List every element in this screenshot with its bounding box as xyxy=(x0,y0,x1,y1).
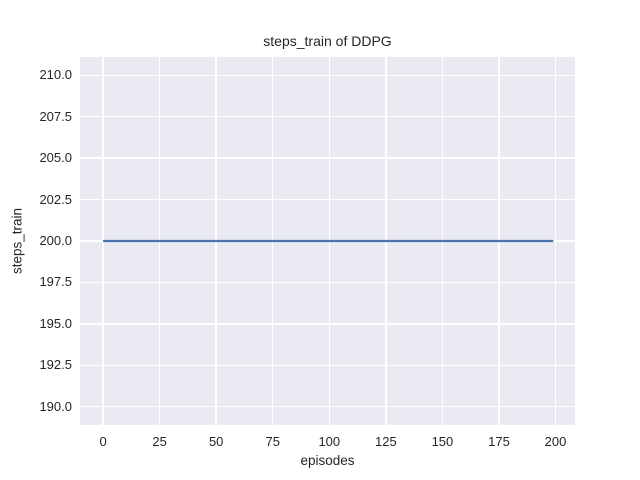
y-tick-label: 197.5 xyxy=(39,274,72,290)
x-tick-label: 50 xyxy=(208,434,224,449)
y-tick-label: 202.5 xyxy=(39,191,72,207)
y-tick-label: 190.0 xyxy=(39,398,72,414)
y-tick-label: 195.0 xyxy=(39,315,72,331)
y-tick-label: 192.5 xyxy=(39,357,72,373)
gridline-h xyxy=(80,198,575,201)
x-tick-label: 175 xyxy=(488,434,510,449)
x-tick-label: 200 xyxy=(544,434,567,449)
y-tick-label: 210.0 xyxy=(39,67,72,83)
gridline-h xyxy=(80,115,575,118)
y-axis-label: steps_train xyxy=(9,207,25,275)
x-axis-label: episodes xyxy=(300,453,355,468)
chart-title: steps_train of DDPG xyxy=(263,33,392,49)
x-tick-label: 75 xyxy=(265,434,280,449)
gridline-h xyxy=(80,364,575,366)
gridline-h xyxy=(80,74,575,76)
gridline-h xyxy=(80,406,575,408)
x-tick-label: 125 xyxy=(375,434,397,449)
y-tick-label: 200.0 xyxy=(39,233,72,248)
y-tick-label: 207.5 xyxy=(39,108,72,124)
series-line-steps-train xyxy=(103,239,554,243)
x-tick-label: 150 xyxy=(431,434,454,449)
x-tick-label: 25 xyxy=(152,434,167,449)
gridline-h xyxy=(80,323,575,325)
x-tick-label: 0 xyxy=(99,434,107,449)
gridline-h xyxy=(80,281,575,284)
y-tick-label: 205.0 xyxy=(39,150,72,166)
gridline-h xyxy=(80,157,575,159)
x-tick-label: 100 xyxy=(318,434,341,449)
plot-area xyxy=(80,57,575,425)
